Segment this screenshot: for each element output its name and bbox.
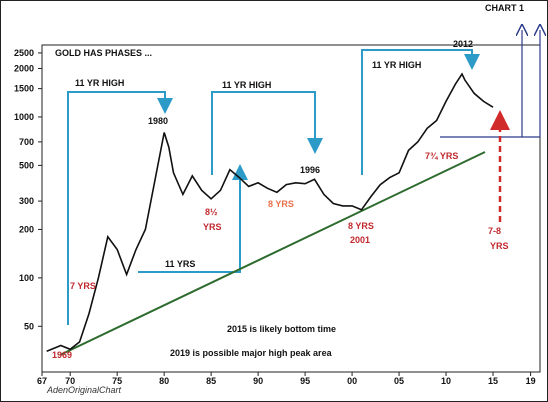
y-tick-label: 50 — [24, 321, 34, 331]
annotation: YRS — [490, 241, 509, 251]
x-tick-label: 95 — [300, 376, 310, 386]
annotation: 7 YRS — [70, 281, 96, 291]
x-tick-label: 05 — [394, 376, 404, 386]
chart-label: CHART 1 — [485, 3, 524, 13]
y-tick-label: 500 — [19, 160, 34, 170]
annotation: 7-8 — [488, 226, 501, 236]
y-tick-label: 700 — [19, 137, 34, 147]
bracket — [67, 91, 173, 325]
annotation: 2012 — [453, 39, 473, 49]
price-line — [46, 72, 494, 352]
annotation: 2001 — [350, 235, 370, 245]
annotation: 11 YRS — [165, 259, 195, 269]
annotation: 8 YRS — [348, 221, 374, 231]
y-tick-label: 300 — [19, 196, 34, 206]
bracket — [361, 49, 480, 175]
annotation: 7¾ YRS — [425, 151, 458, 161]
y-tick-label: 2000 — [14, 64, 34, 74]
annotation: YRS — [203, 222, 222, 232]
y-tick-label: 100 — [19, 273, 34, 283]
x-tick-label: 75 — [112, 376, 122, 386]
annotation: 1996 — [300, 165, 320, 175]
x-tick-label: 19 — [526, 376, 536, 386]
y-tick-label: 1000 — [14, 112, 34, 122]
x-tick-label: 10 — [441, 376, 451, 386]
x-tick-label: 00 — [347, 376, 357, 386]
x-tick-label: 90 — [253, 376, 263, 386]
x-tick-label: 15 — [488, 376, 498, 386]
y-tick-label: 200 — [19, 224, 34, 234]
annotation: 11 YR HIGH — [222, 80, 271, 90]
x-tick-label: 67 — [37, 376, 47, 386]
trend-line — [59, 151, 486, 356]
chart-title: GOLD HAS PHASES ... — [55, 48, 152, 58]
annotation: 2015 is likely bottom time — [227, 324, 336, 334]
y-tick-label: 1500 — [14, 84, 34, 94]
plot-frame — [41, 44, 541, 373]
annotation: 11 YR HIGH — [75, 78, 124, 88]
annotation: 8 YRS — [268, 199, 294, 209]
bracket — [138, 164, 248, 273]
annotation: AdenOriginalChart — [46, 385, 122, 395]
annotation: 1980 — [148, 116, 168, 126]
bracket — [211, 91, 323, 175]
annotation: 2019 is possible major high peak area — [170, 348, 333, 358]
annotation: 1969 — [52, 350, 72, 360]
brackets — [67, 49, 480, 325]
annotation: 8½ — [205, 207, 218, 217]
annotation: 11 YR HIGH — [372, 60, 421, 70]
x-tick-label: 80 — [159, 376, 169, 386]
x-tick-label: 70 — [65, 376, 75, 386]
y-tick-label: 2500 — [14, 48, 34, 58]
x-tick-label: 85 — [206, 376, 216, 386]
